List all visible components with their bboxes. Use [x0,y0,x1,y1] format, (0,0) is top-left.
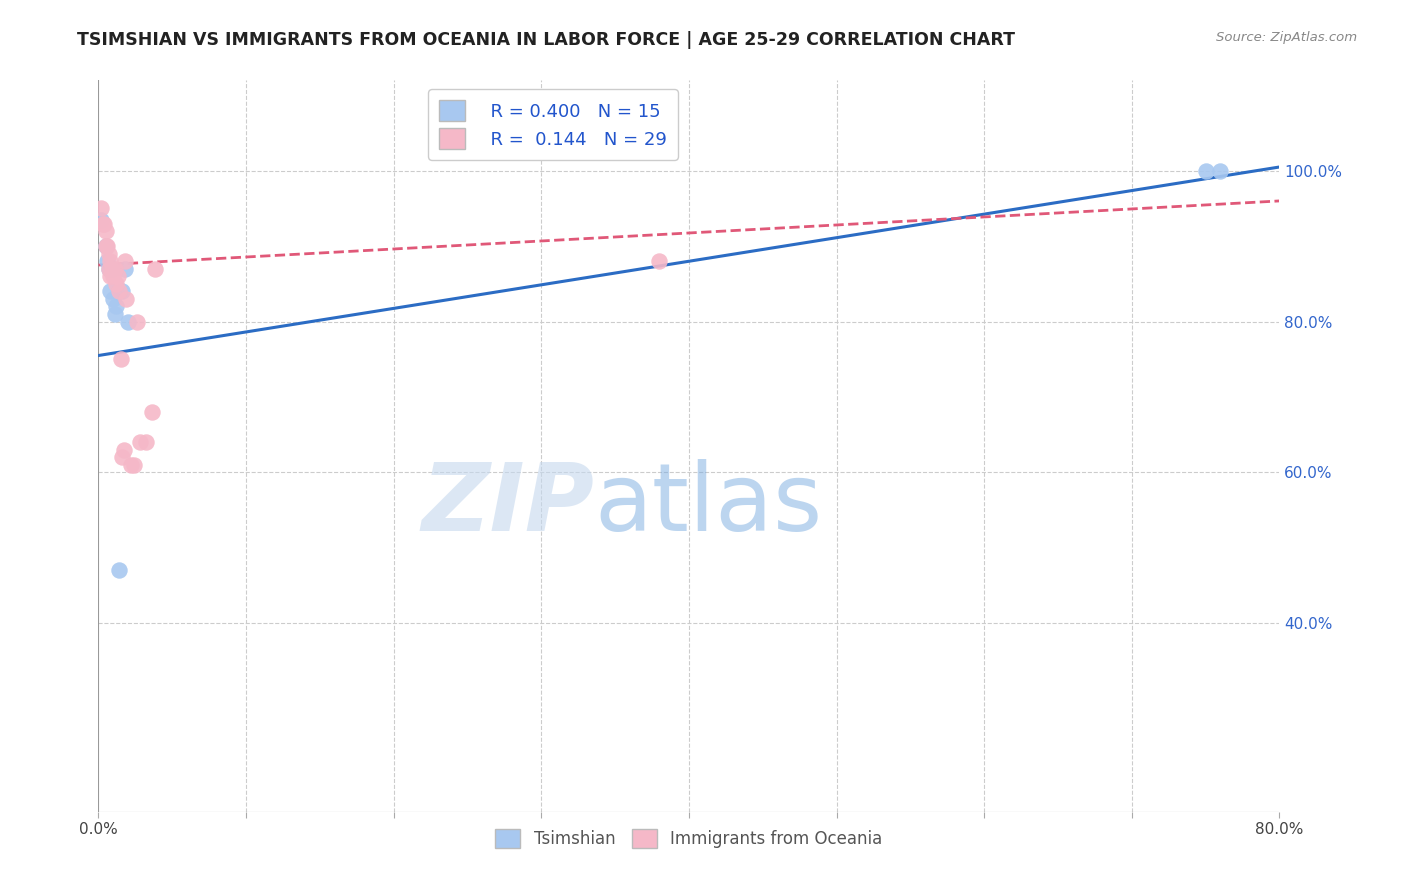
Point [96,254,118,268]
Point [105,300,128,314]
Point [108,285,131,299]
Point [108,563,131,577]
Point [94,239,117,253]
Point [103,269,125,284]
Point [1209,163,1232,178]
Point [94,224,117,238]
Point [91,217,114,231]
Point [111,285,134,299]
Point [90,212,112,227]
Point [100,261,122,276]
Point [125,315,148,329]
Point [135,435,157,450]
Point [98,285,121,299]
Point [107,269,129,284]
Point [104,261,127,276]
Text: ZIP: ZIP [422,458,595,550]
Point [103,292,125,306]
Point [114,261,136,276]
Point [104,307,127,321]
Point [90,202,112,216]
Point [98,269,121,284]
Point [141,405,163,419]
Point [100,261,122,276]
Point [128,435,150,450]
Point [115,292,138,306]
Point [94,239,117,253]
Point [105,277,128,291]
Point [112,442,135,457]
Point [110,352,132,367]
Point [1195,163,1218,178]
Text: TSIMSHIAN VS IMMIGRANTS FROM OCEANIA IN LABOR FORCE | AGE 25-29 CORRELATION CHAR: TSIMSHIAN VS IMMIGRANTS FROM OCEANIA IN … [77,31,1015,49]
Point [122,458,145,472]
Point [97,261,120,276]
Legend: Tsimshian, Immigrants from Oceania: Tsimshian, Immigrants from Oceania [489,822,889,855]
Point [143,261,166,276]
Point [98,254,121,268]
Point [111,450,134,465]
Point [114,254,136,268]
Point [93,217,115,231]
Point [648,254,671,268]
Text: Source: ZipAtlas.com: Source: ZipAtlas.com [1216,31,1357,45]
Point [97,246,120,260]
Text: atlas: atlas [595,458,823,550]
Point [96,239,118,253]
Point [120,458,142,472]
Point [97,261,120,276]
Point [117,315,139,329]
